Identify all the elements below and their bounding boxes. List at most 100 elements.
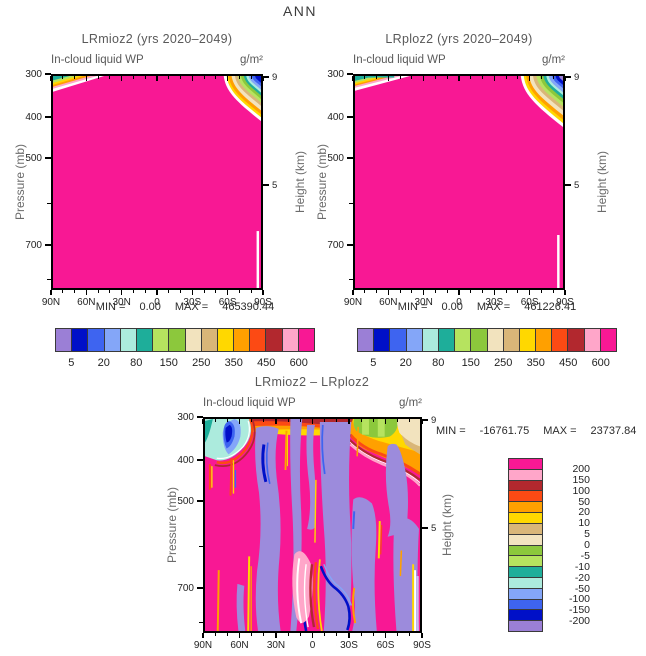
x-minor-tick: [203, 76, 205, 79]
colorbar-cell: [509, 480, 542, 492]
x-minor-tick: [540, 290, 542, 293]
x-tick-mark: [493, 290, 496, 295]
colorbar-cell: [584, 329, 601, 351]
x-minor-tick: [360, 633, 362, 636]
x-tick-label: 60S: [520, 297, 539, 308]
x-minor-tick: [372, 633, 374, 636]
colorbar-lrmioz2: [55, 328, 315, 352]
y-tick-label: 300: [327, 69, 344, 80]
height-tick-label: 5: [574, 180, 580, 192]
colorbar-cell: [509, 610, 542, 622]
x-minor-tick: [180, 290, 182, 293]
x-minor-tick: [168, 290, 170, 293]
x-minor-tick: [168, 76, 170, 79]
x-tick-mark: [528, 76, 531, 81]
x-minor-tick: [336, 633, 338, 636]
y-tick-mark: [45, 244, 51, 246]
x-tick-label: 30N: [112, 297, 131, 308]
colorbar-label: 250: [494, 357, 513, 369]
colorbar-cell: [509, 545, 542, 557]
colorbar-cell: [406, 329, 423, 351]
x-minor-tick: [434, 76, 436, 79]
x-minor-tick: [482, 290, 484, 293]
x-minor-tick: [97, 290, 99, 293]
x-tick-mark: [311, 419, 314, 424]
x-tick-mark: [85, 76, 88, 81]
height-tick-label: 9: [431, 415, 437, 427]
y-tick-mark: [45, 73, 51, 75]
x-tick-mark: [458, 290, 460, 295]
x-tick-mark: [226, 290, 229, 295]
x-minor-tick: [505, 76, 507, 79]
colorbar-difference: [508, 458, 543, 632]
x-minor-tick: [470, 290, 472, 293]
colorbar-cell: [88, 329, 105, 351]
x-minor-tick: [97, 76, 99, 79]
x-minor-tick: [74, 290, 76, 293]
y-tick-mark: [347, 244, 353, 246]
y-tick-mark: [565, 76, 571, 78]
x-minor-tick: [376, 290, 378, 293]
contour-plot-lrploz2: [355, 76, 563, 288]
x-minor-tick: [214, 633, 216, 636]
min-value: -16761.75: [479, 425, 530, 437]
x-minor-tick: [214, 419, 216, 422]
colorbar-label: 80: [130, 357, 143, 369]
x-minor-tick: [215, 290, 217, 293]
x-minor-tick: [552, 76, 554, 79]
x-minor-tick: [203, 290, 205, 293]
colorbar-label: 80: [432, 357, 445, 369]
max-label: MAX =: [543, 425, 577, 437]
colorbar-label: 20: [97, 357, 110, 369]
y-tick-label: 300: [177, 412, 194, 423]
colorbar-cell: [568, 329, 585, 351]
x-tick-mark: [202, 633, 204, 638]
x-tick-label: 60N: [230, 640, 249, 651]
min-label: MIN =: [397, 301, 428, 313]
min-label: MIN =: [436, 425, 466, 437]
y-tick-label: 700: [327, 240, 344, 252]
colorbar-cell: [266, 329, 283, 351]
colorbar-cell: [185, 329, 202, 351]
colorbar-label: 50: [578, 495, 590, 508]
height-tick-label: 9: [272, 72, 278, 84]
x-minor-tick: [324, 633, 326, 636]
x-minor-tick: [299, 419, 301, 422]
panel-subtitle: In-cloud liquid WP: [51, 54, 144, 66]
x-tick-label: 30N: [266, 640, 286, 651]
colorbar-label: 150: [159, 357, 178, 369]
colorbar-cell: [153, 329, 170, 351]
y-minor-tick: [199, 546, 203, 548]
x-tick-mark: [311, 633, 314, 638]
y-tick-mark: [197, 500, 203, 502]
x-minor-tick: [409, 633, 411, 636]
plot-area-lrploz2: [353, 74, 565, 290]
x-tick-mark: [352, 76, 354, 81]
x-tick-label: 90N: [193, 640, 213, 651]
colorbar-label: 350: [526, 357, 545, 369]
colorbar-cell: [471, 329, 488, 351]
x-minor-tick: [336, 419, 338, 422]
x-minor-tick: [238, 290, 240, 293]
colorbar-cell: [455, 329, 472, 351]
x-minor-tick: [251, 419, 253, 422]
x-tick-mark: [156, 76, 158, 81]
y-tick-mark: [347, 157, 353, 159]
x-minor-tick: [434, 290, 436, 293]
panel-units: g/m²: [240, 54, 263, 66]
x-minor-tick: [263, 633, 265, 636]
min-max-readout: MIN = -16761.75 MAX = 23737.84: [436, 425, 646, 437]
y-minor-tick: [349, 278, 353, 280]
contour-plot-lrmioz2: [53, 76, 261, 288]
colorbar-cell: [509, 621, 542, 631]
x-tick-label: 60S: [218, 297, 237, 308]
x-minor-tick: [250, 290, 252, 293]
x-tick-mark: [422, 290, 425, 295]
x-tick-mark: [191, 290, 194, 295]
x-tick-mark: [50, 290, 52, 295]
x-minor-tick: [517, 290, 519, 293]
colorbar-cell: [169, 329, 186, 351]
plot-area-difference: [203, 417, 422, 633]
